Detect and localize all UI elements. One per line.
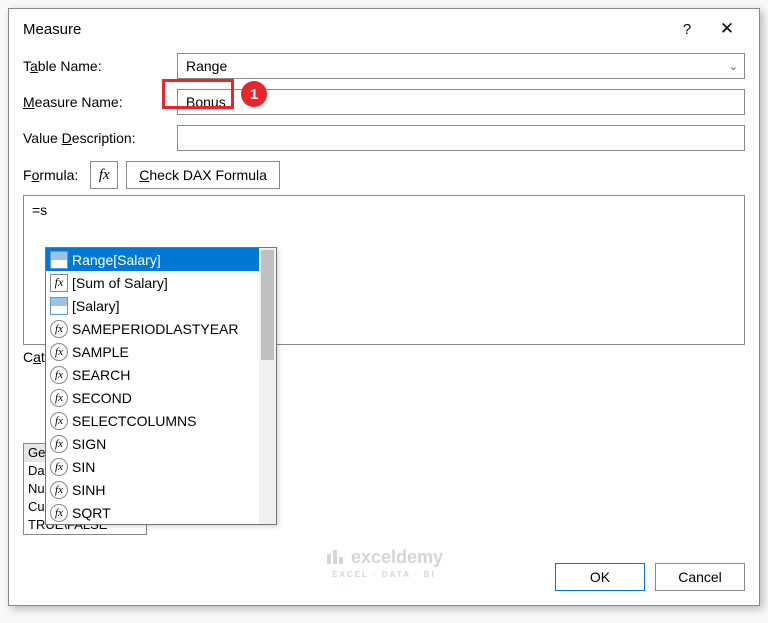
value-desc-row: Value Description: xyxy=(23,125,745,151)
measure-name-row: Measure Name: Bonus xyxy=(23,89,745,115)
autocomplete-label: [Sum of Salary] xyxy=(72,275,168,291)
fx-icon: fx xyxy=(50,389,68,407)
fx-icon: fx xyxy=(50,366,68,384)
measure-name-value: Bonus xyxy=(186,94,226,110)
autocomplete-label: SIGN xyxy=(72,436,106,452)
autocomplete-item[interactable]: fxSIN xyxy=(46,455,276,478)
chevron-down-icon: ⌄ xyxy=(729,60,738,73)
autocomplete-label: SELECTCOLUMNS xyxy=(72,413,196,429)
measure-dialog: Measure ? ✕ Table Name: Range ⌄ Measure … xyxy=(8,8,760,606)
measure-name-input[interactable]: Bonus xyxy=(177,89,745,115)
fx-icon: fx xyxy=(50,343,68,361)
table-icon xyxy=(50,251,68,269)
fx-icon: fx xyxy=(50,320,68,338)
fx-icon: fx xyxy=(50,412,68,430)
fx-icon: fx xyxy=(50,481,68,499)
autocomplete-label: Range[Salary] xyxy=(72,252,161,268)
check-dax-button[interactable]: Check DAX Formula xyxy=(126,161,280,189)
formula-label: Formula: xyxy=(23,167,78,183)
autocomplete-item[interactable]: fxSIGN xyxy=(46,432,276,455)
help-icon[interactable]: ? xyxy=(667,21,707,38)
autocomplete-item[interactable]: fxSAMEPERIODLASTYEAR xyxy=(46,317,276,340)
autocomplete-item[interactable]: fxSECOND xyxy=(46,386,276,409)
table-name-combo[interactable]: Range ⌄ xyxy=(177,53,745,79)
autocomplete-item[interactable]: fxSQRT xyxy=(46,501,276,524)
value-desc-input[interactable] xyxy=(177,125,745,151)
autocomplete-label: SIN xyxy=(72,459,95,475)
table-name-row: Table Name: Range ⌄ xyxy=(23,53,745,79)
autocomplete-label: SEARCH xyxy=(72,367,130,383)
autocomplete-label: [Salary] xyxy=(72,298,119,314)
fx-icon: fx xyxy=(50,274,68,292)
fx-icon: fx xyxy=(50,435,68,453)
dialog-content: Table Name: Range ⌄ Measure Name: Bonus … xyxy=(9,43,759,549)
autocomplete-item[interactable]: Range[Salary] xyxy=(46,248,276,271)
titlebar: Measure ? ✕ xyxy=(9,9,759,43)
table-icon xyxy=(50,297,68,315)
autocomplete-label: SAMPLE xyxy=(72,344,129,360)
formula-row: Formula: fx Check DAX Formula xyxy=(23,161,745,189)
value-desc-label: Value Description: xyxy=(23,130,177,146)
cancel-button[interactable]: Cancel xyxy=(655,563,745,591)
autocomplete-label: SECOND xyxy=(72,390,132,406)
fx-icon: fx xyxy=(50,458,68,476)
autocomplete-item[interactable]: fxSEARCH xyxy=(46,363,276,386)
fx-button[interactable]: fx xyxy=(90,161,118,189)
scrollbar[interactable] xyxy=(259,248,276,524)
ok-button[interactable]: OK xyxy=(555,563,645,591)
autocomplete-item[interactable]: fxSAMPLE xyxy=(46,340,276,363)
measure-name-label: Measure Name: xyxy=(23,94,177,110)
autocomplete-dropdown: Range[Salary]fx[Sum of Salary][Salary]fx… xyxy=(45,247,277,525)
autocomplete-item[interactable]: [Salary] xyxy=(46,294,276,317)
dialog-footer: OK Cancel xyxy=(9,549,759,605)
autocomplete-item[interactable]: fx[Sum of Salary] xyxy=(46,271,276,294)
close-icon[interactable]: ✕ xyxy=(707,19,747,39)
scrollbar-thumb[interactable] xyxy=(261,250,274,360)
autocomplete-item[interactable]: fxSINH xyxy=(46,478,276,501)
autocomplete-item[interactable]: fxSELECTCOLUMNS xyxy=(46,409,276,432)
autocomplete-label: SINH xyxy=(72,482,105,498)
fx-icon: fx xyxy=(50,504,68,522)
table-name-value: Range xyxy=(186,58,227,74)
dialog-title: Measure xyxy=(23,21,667,38)
autocomplete-label: SQRT xyxy=(72,505,111,521)
autocomplete-label: SAMEPERIODLASTYEAR xyxy=(72,321,239,337)
table-name-label: Table Name: xyxy=(23,58,177,74)
formula-value: =s xyxy=(32,202,47,218)
